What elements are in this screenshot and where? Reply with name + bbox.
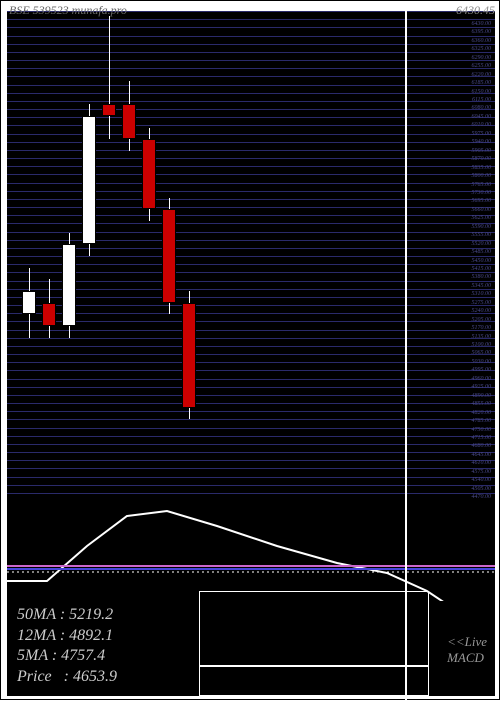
cursor-vertical-line xyxy=(405,1,407,701)
ma5-row: 5MA : 4757.4 xyxy=(17,647,105,664)
price-row: Price : 4653.9 xyxy=(17,668,117,685)
macd-indicator-area: 50MA : 5219.2 12MA : 4892.1 5MA : 4757.4… xyxy=(7,501,495,696)
macd-signal-line xyxy=(7,511,487,601)
horizontal-gridlines xyxy=(7,11,495,501)
chart-title: BSE 539523 munafa.pro xyxy=(9,3,127,18)
ma50-row: 50MA : 5219.2 xyxy=(17,606,113,623)
price-chart-area: 6430.006395.006360.006325.006290.006255.… xyxy=(7,11,495,501)
macd-svg xyxy=(7,501,495,601)
price-axis-ticks: 6430.006395.006360.006325.006290.006255.… xyxy=(446,21,491,501)
moving-average-info: 50MA : 5219.2 12MA : 4892.1 5MA : 4757.4… xyxy=(17,605,117,688)
current-price-label: 6430.45 xyxy=(456,3,495,18)
macd-live-label: <<Live MACD xyxy=(447,634,487,666)
chart-container: 6430.006395.006360.006325.006290.006255.… xyxy=(0,0,500,700)
ma12-row: 12MA : 4892.1 xyxy=(17,627,113,644)
